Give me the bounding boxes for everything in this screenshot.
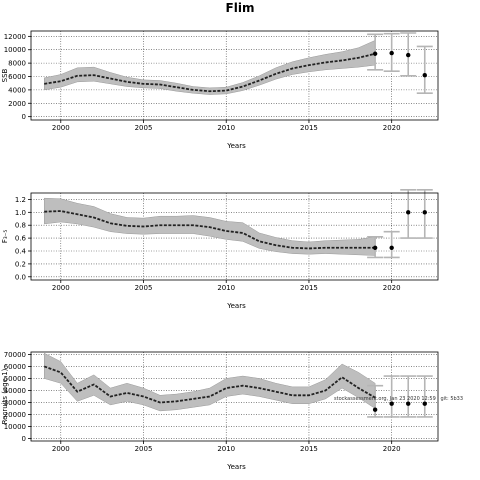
x-tick-label: 2010	[217, 445, 235, 453]
y-tick-label: 1.0	[15, 209, 26, 217]
panels: 2000 2005 2010 2015 2020 0 2000 4000 6000 8000 100…	[1, 30, 463, 471]
x-tick-label: 2015	[300, 445, 318, 453]
x-tick-label: 2000	[52, 124, 70, 132]
forecast-point	[389, 245, 394, 250]
x-tick-label: 2020	[383, 284, 401, 292]
axes-frame	[30, 30, 439, 121]
x-axis-label: Years	[226, 142, 246, 150]
y-tick-label: 10000	[4, 46, 26, 54]
axes-frame	[30, 192, 439, 281]
figure-title: Flim	[226, 1, 255, 15]
forecast-point	[372, 407, 378, 412]
y-tick-label: 8000	[8, 60, 26, 68]
y-tick-label: 0.8	[15, 222, 26, 230]
forecast-point	[372, 51, 378, 56]
y-axis-label: Recruits (age 1)	[1, 368, 9, 424]
forecast-point	[422, 210, 427, 215]
x-axis-label: Years	[226, 302, 246, 310]
confidence-band	[43, 39, 376, 95]
forecast-error-bar	[416, 375, 433, 418]
y-tick-label: 1.2	[15, 196, 26, 204]
x-tick-label: 2005	[135, 124, 153, 132]
chart-panel-3: 2000 2005 2010 2015 2020 0 10000 20000 30000 4000…	[1, 351, 463, 471]
forecast-point	[389, 50, 394, 56]
y-tick-label: 0.0	[15, 273, 26, 281]
x-tick-label: 2000	[52, 284, 70, 292]
y-tick-label: 10000	[4, 423, 26, 431]
y-tick-label: 70000	[4, 351, 26, 359]
forecast-point	[389, 401, 394, 406]
y-tick-label: 12000	[4, 33, 26, 41]
x-tick-label: 2010	[217, 284, 235, 292]
estimate-line	[44, 210, 376, 250]
x-tick-label: 2000	[52, 445, 70, 453]
forecast-error-bar	[400, 375, 417, 418]
forecast-error-bar	[416, 45, 433, 95]
x-tick-label: 2005	[135, 445, 153, 453]
y-tick-label: 0.6	[15, 235, 27, 243]
y-tick-label: 60000	[4, 363, 26, 371]
y-tick-label: 2000	[8, 100, 26, 108]
y-tick-label: 0	[22, 113, 26, 121]
annotation-text: stockassessment.org, Jan 23 2020 12:59 ,…	[334, 396, 463, 402]
x-tick-label: 2015	[300, 124, 318, 132]
chart-panel-2: 2000 2005 2010 2015 2020 0.0 0.2 0.4 0.6 0.8 1.0 1.…	[1, 188, 439, 310]
forecast-point	[372, 245, 378, 250]
y-axis-label: SSB	[1, 68, 9, 82]
x-tick-label: 2010	[217, 124, 235, 132]
x-tick-label: 2005	[135, 284, 153, 292]
y-tick-label: 0.4	[15, 248, 27, 256]
y-tick-label: 50000	[4, 375, 26, 383]
y-tick-label: 0	[22, 435, 26, 443]
y-tick-label: 0.2	[15, 260, 26, 268]
estimate-line	[43, 365, 376, 404]
x-tick-label: 2020	[383, 445, 401, 453]
forecast-point	[406, 210, 411, 215]
y-tick-label: 6000	[8, 73, 26, 81]
x-tick-label: 2015	[300, 284, 318, 292]
forecast-point	[406, 52, 411, 58]
x-tick-label: 2020	[383, 124, 401, 132]
y-tick-label: 30000	[4, 399, 26, 407]
chart-panel-1: 2000 2005 2010 2015 2020 0 2000 4000 6000 8000 100…	[1, 30, 439, 150]
x-axis-label: Years	[226, 463, 246, 471]
axes-frame	[30, 351, 439, 442]
y-tick-label: 40000	[4, 387, 26, 395]
estimate-line	[44, 52, 376, 93]
forecast-error-bar	[383, 375, 400, 418]
forecast-point	[406, 401, 411, 406]
y-tick-label: 20000	[4, 411, 26, 419]
forecast-point	[422, 401, 427, 406]
forecast-error-bar	[383, 230, 400, 259]
y-tick-label: 4000	[8, 86, 26, 94]
forecast-point	[422, 72, 427, 78]
y-axis-label: F₃₋₅	[1, 230, 9, 244]
